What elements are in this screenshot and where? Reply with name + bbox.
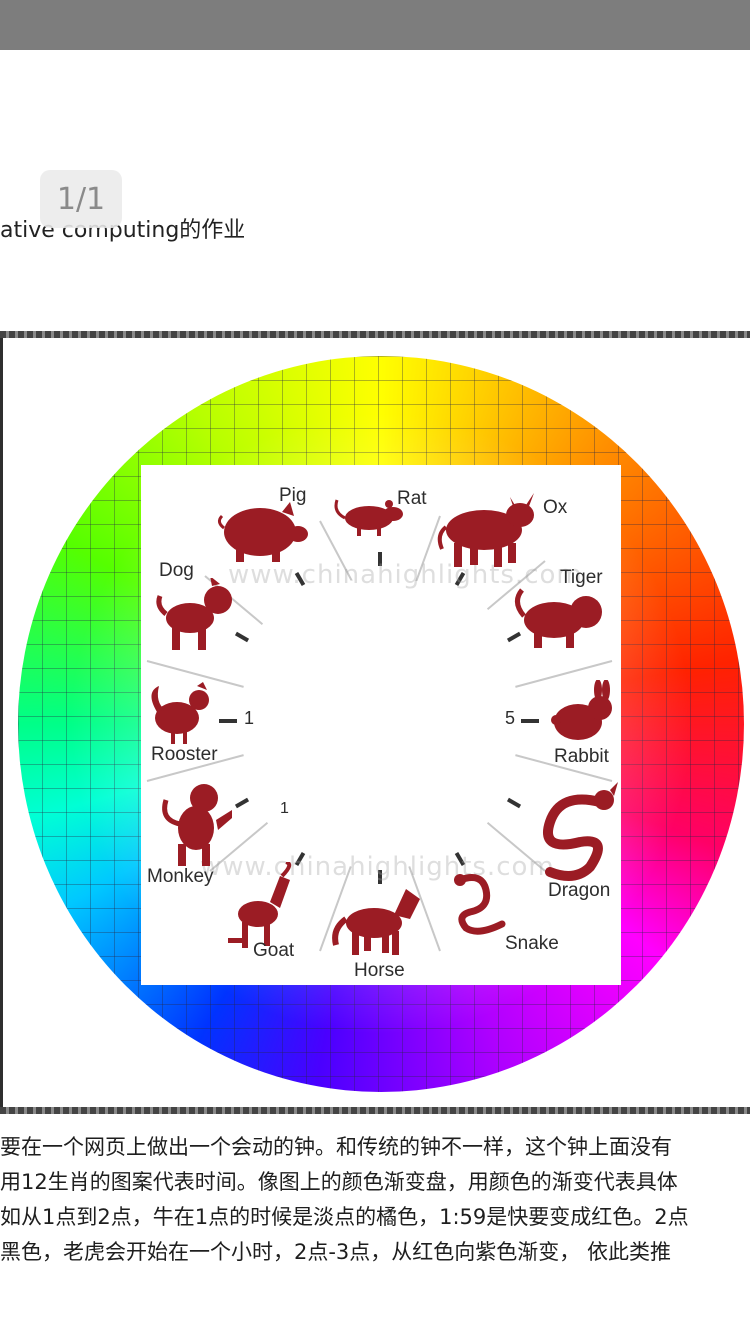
horse-icon <box>330 885 422 957</box>
dog-icon <box>156 578 236 653</box>
clock-tick <box>378 552 382 566</box>
watermark-lower: www.chinahighlights.com <box>200 852 555 882</box>
description-line: 要在一个网页上做出一个会动的钟。和传统的钟不一样，这个钟上面没有 <box>0 1135 672 1159</box>
label-rooster: Rooster <box>151 744 218 765</box>
clock-tick <box>219 719 237 723</box>
clock-tick <box>378 870 382 884</box>
label-pig: Pig <box>279 485 307 506</box>
pig-icon <box>216 500 311 565</box>
clock-digit-lower-left: 1 <box>280 800 289 817</box>
label-goat: Goat <box>253 940 295 961</box>
monkey-icon <box>158 780 236 870</box>
clock-digit-left: 1 <box>244 708 255 728</box>
label-rat: Rat <box>397 488 427 509</box>
goat-icon <box>224 862 296 952</box>
page-indicator: 1/1 <box>40 170 122 228</box>
label-tiger: Tiger <box>560 567 603 588</box>
frame-border-top <box>0 331 750 338</box>
ox-icon <box>436 485 541 570</box>
document-subtitle: ative computing的作业 <box>0 218 246 243</box>
rat-icon <box>333 490 411 540</box>
label-horse: Horse <box>354 960 405 981</box>
label-monkey: Monkey <box>147 866 214 887</box>
clock-tick <box>521 719 539 723</box>
label-rabbit: Rabbit <box>554 746 609 767</box>
rooster-icon <box>145 682 215 747</box>
label-ox: Ox <box>543 497 568 518</box>
rabbit-icon <box>548 680 618 745</box>
description-line: 用12生肖的图案代表时间。像图上的颜色渐变盘，用颜色的渐变代表具体 <box>0 1170 678 1194</box>
label-dog: Dog <box>159 560 194 581</box>
top-bar <box>0 0 750 50</box>
description-line: 黑色，老虎会开始在一个小时，2点-3点，从红色向紫色渐变， 依此类推 <box>0 1240 671 1264</box>
tiger-icon <box>512 582 607 652</box>
label-snake: Snake <box>505 933 559 954</box>
label-dragon: Dragon <box>548 880 611 901</box>
assignment-description: 要在一个网页上做出一个会动的钟。和传统的钟不一样，这个钟上面没有 用12生肖的图… <box>0 1130 750 1270</box>
clock-digit-right: 5 <box>505 708 516 728</box>
frame-border-bottom <box>0 1107 750 1114</box>
dragon-icon <box>520 782 620 882</box>
watermark-upper: www.chinahighlights.com <box>228 560 583 590</box>
description-line: 如从1点到2点，牛在1点的时候是淡点的橘色，1:59是快要变成红色。2点 <box>0 1205 689 1229</box>
clock-face-center <box>257 580 507 830</box>
snake-icon <box>452 872 512 937</box>
